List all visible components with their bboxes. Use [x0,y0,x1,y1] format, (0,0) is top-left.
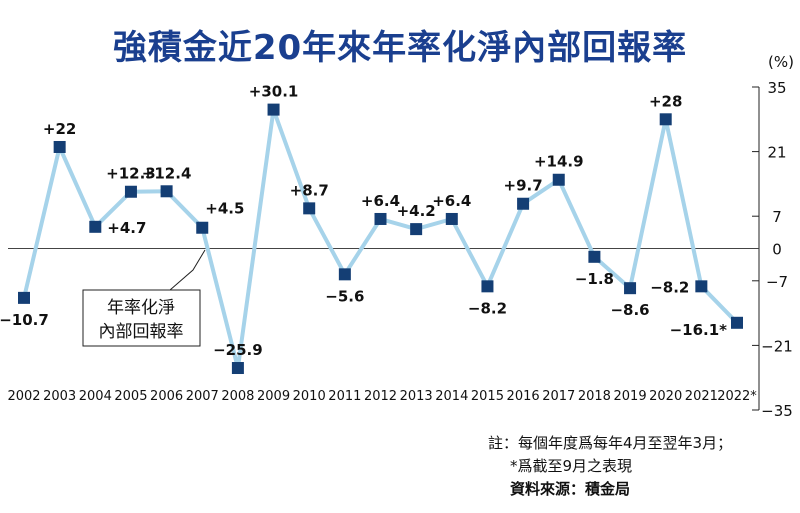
data-point-marker [659,113,672,126]
y-tick-label: 0 [772,241,782,259]
annotation-text-line-2: 內部回報率 [99,322,184,342]
data-point-marker [124,185,137,198]
data-label: +9.7 [504,177,543,195]
annotation-text-line-1: 年率化淨 [107,298,175,318]
x-tick-label: 2006 [150,389,183,404]
note-fiscal-year: 註：每個年度爲每年4月至翌年3月； [488,434,733,452]
y-unit-label: (%) [768,53,794,71]
data-label: +28 [649,92,682,110]
data-label: −25.9 [213,341,263,359]
data-label: −5.6 [325,287,364,305]
x-tick-label: 2010 [293,389,326,404]
x-tick-label: 2007 [186,389,219,404]
data-point-marker [53,140,66,153]
x-tick-label: 2005 [114,389,147,404]
x-tick-label: 2019 [614,389,647,404]
data-point-marker [552,173,565,186]
source-note: 資料來源：積金局 [510,480,631,498]
data-point-marker [267,103,280,116]
data-label: +6.4 [361,192,400,210]
data-point-marker [338,268,351,281]
y-tick-label: 21 [767,144,786,162]
data-point-marker [445,212,458,225]
data-point-marker [374,212,387,225]
x-tick-label: 2009 [257,389,290,404]
data-point-marker [481,280,494,293]
data-point-marker [695,280,708,293]
chart-title: 強積金近20年來年率化淨內部回報率 [112,28,688,68]
data-point-marker [588,250,601,263]
data-label: −1.8 [575,270,614,288]
x-tick-label: 2013 [400,389,433,404]
annotation-leader-line [169,249,206,291]
x-tick-label: 2021 [685,389,718,404]
y-tick-label: −7 [766,273,788,291]
x-tick-label: 2011 [328,389,361,404]
x-tick-label: 2003 [43,389,76,404]
x-tick-label: 2018 [578,389,611,404]
data-label: −10.7 [0,311,49,329]
data-label: +4.7 [107,219,146,237]
data-label: +12.3 [106,165,156,183]
data-label: +4.5 [205,200,244,218]
data-point-marker [160,185,173,198]
data-point-marker [517,197,530,210]
note-asterisk: *爲截至9月之表現 [510,457,633,475]
x-tick-label: 2012 [364,389,397,404]
data-label: −8.2 [468,299,507,317]
data-point-marker [303,202,316,215]
data-label: +14.9 [534,153,584,171]
data-label: +22 [43,120,76,138]
data-label: −8.6 [610,301,649,319]
x-tick-label: 2017 [542,389,575,404]
x-tick-label: 2015 [471,389,504,404]
data-label: +30.1 [249,83,299,101]
data-label: −8.2 [650,278,689,296]
x-tick-label: 2020 [649,389,682,404]
y-tick-label: −21 [761,337,793,355]
data-label: +8.7 [290,181,329,199]
x-tick-label: 2002 [7,389,40,404]
x-tick-label: 2022* [717,389,757,404]
y-tick-label: −35 [761,402,793,420]
x-tick-label: 2014 [435,389,468,404]
y-tick-label: 7 [772,208,782,226]
data-point-marker [624,282,637,295]
data-label: +12.4 [142,164,192,182]
data-point-marker [410,223,423,236]
annotation-box [82,289,201,347]
x-tick-label: 2016 [507,389,540,404]
data-point-marker [196,221,209,234]
x-tick-label: 2008 [221,389,254,404]
chart-notes: 註：每個年度爲每年4月至翌年3月； *爲截至9月之表現 資料來源：積金局 [488,432,732,501]
data-label: +6.4 [432,192,471,210]
data-point-marker [231,362,244,375]
data-point-marker [18,291,30,304]
data-label: −16.1* [670,321,728,339]
x-tick-label: 2004 [79,389,112,404]
data-point-marker [731,316,743,329]
data-point-marker [89,220,102,233]
y-tick-label: 35 [767,79,786,97]
data-label: +4.2 [397,202,436,220]
